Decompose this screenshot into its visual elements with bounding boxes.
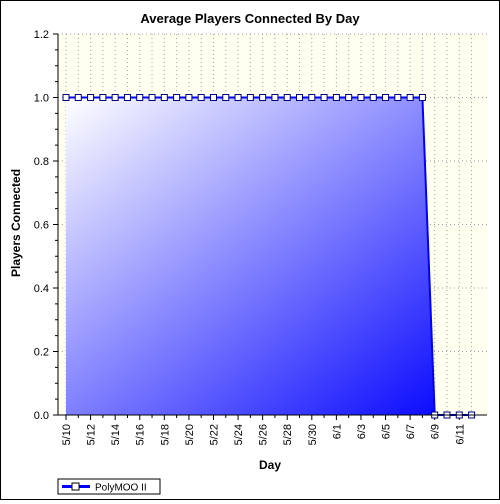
x-tick-label: 6/9 (430, 424, 442, 439)
y-tick-label: 0.4 (34, 283, 49, 295)
data-point-marker (406, 94, 414, 101)
x-tick-label: 6/11 (454, 424, 466, 445)
legend-entry-label: PolyMOO II (95, 483, 147, 494)
data-point-marker (283, 94, 291, 101)
data-point-marker (123, 94, 131, 101)
data-point-marker (209, 94, 217, 101)
x-tick-label: 5/20 (184, 424, 196, 445)
data-point-marker (332, 94, 340, 101)
y-axis-label: Players Connected (9, 169, 23, 277)
x-tick-label: 5/22 (208, 424, 220, 445)
legend-box (57, 478, 161, 495)
data-point-marker (308, 94, 316, 101)
y-tick-label: 1.0 (34, 93, 49, 105)
data-point-marker (271, 94, 279, 101)
x-tick-label: 6/1 (331, 424, 343, 439)
data-point-marker (62, 94, 70, 101)
data-point-marker (148, 94, 156, 101)
data-point-marker (418, 94, 426, 101)
x-tick-label: 5/30 (307, 424, 319, 445)
x-tick-label: 5/16 (135, 424, 147, 445)
x-tick-label: 6/7 (405, 424, 417, 439)
x-tick-label: 5/26 (258, 424, 270, 445)
data-point-marker (222, 94, 230, 101)
y-tick-label: 0.8 (34, 156, 49, 168)
data-point-marker (160, 94, 168, 101)
data-point-marker (369, 94, 377, 101)
data-point-marker (296, 94, 304, 101)
x-tick-label: 5/14 (110, 424, 122, 445)
x-tick-label: 5/28 (282, 424, 294, 445)
x-axis-label: Day (259, 458, 281, 472)
y-tick-label: 0.0 (34, 410, 49, 422)
data-point-marker (394, 94, 402, 101)
series-line (66, 96, 472, 416)
legend: PolyMOO II (57, 478, 161, 495)
data-point-marker (259, 94, 267, 101)
data-point-marker (197, 94, 205, 101)
data-point-marker (87, 94, 95, 101)
legend-marker-swatch (71, 482, 80, 491)
x-tick-label: 6/3 (356, 424, 368, 439)
x-tick-label: 5/10 (61, 424, 73, 445)
y-tick-label: 0.2 (34, 347, 49, 359)
data-point-marker (111, 94, 119, 101)
x-tick-label: 5/12 (86, 424, 98, 445)
data-point-marker (185, 94, 193, 101)
data-point-marker (345, 94, 353, 101)
data-point-marker (74, 94, 82, 101)
data-point-marker (99, 94, 107, 101)
data-point-marker (382, 94, 390, 101)
series-area-fill (66, 97, 472, 415)
data-point-marker (357, 94, 365, 101)
x-tick-label: 5/18 (159, 424, 171, 445)
x-tick-label: 6/5 (381, 424, 393, 439)
y-tick-label: 1.2 (34, 29, 49, 41)
data-point-marker (320, 94, 328, 101)
data-point-marker (173, 94, 181, 101)
chart-title: Average Players Connected By Day (140, 11, 360, 26)
data-point-marker (246, 94, 254, 101)
x-tick-label: 5/24 (233, 424, 245, 445)
y-tick-label: 0.6 (34, 220, 49, 232)
data-point-marker (136, 94, 144, 101)
data-point-marker (234, 94, 242, 101)
